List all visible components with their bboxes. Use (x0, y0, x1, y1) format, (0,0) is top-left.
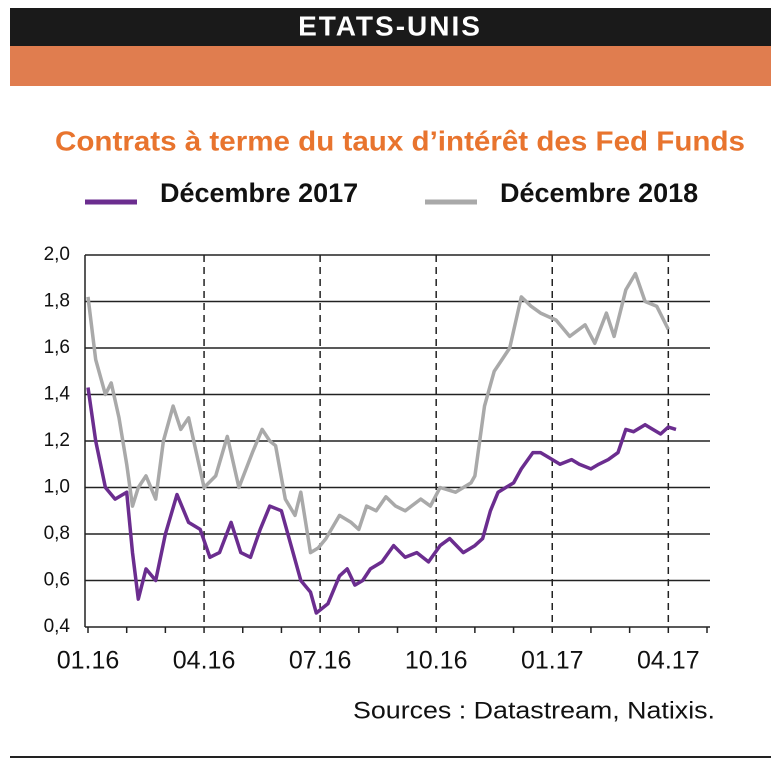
y-tick-label: 0,4 (44, 616, 71, 637)
y-tick-label: 1,2 (44, 430, 70, 451)
line (86, 387, 677, 615)
x-tick-label: 01.17 (521, 647, 584, 675)
x-tick-label: 07.16 (289, 647, 352, 675)
x-tick-label: 04.17 (637, 647, 700, 675)
legend-label: Décembre 2017 (160, 178, 358, 208)
x-tick-label: 10.16 (405, 647, 468, 675)
y-tick-label: 1,4 (44, 384, 71, 405)
y-tick-label: 1,8 (44, 291, 70, 312)
y-tick-label: 1,6 (44, 337, 70, 358)
y-tick-label: 1,0 (44, 477, 70, 498)
y-tick-label: 2,0 (44, 244, 70, 265)
header-band (10, 46, 771, 86)
chart-title: Contrats à terme du taux d’intérêt des F… (55, 125, 745, 156)
y-tick-label: 0,8 (44, 523, 70, 544)
source: Sources : Datastream, Natixis. (353, 697, 715, 724)
y-tick-label: 0,6 (44, 570, 70, 591)
line (86, 271, 670, 555)
header-bar (10, 8, 771, 46)
x-tick-label: 01.16 (57, 647, 120, 675)
legend-label: Décembre 2018 (500, 178, 698, 208)
x-tick-label: 04.16 (173, 647, 236, 675)
header-title: ETATS-UNIS (298, 10, 482, 41)
